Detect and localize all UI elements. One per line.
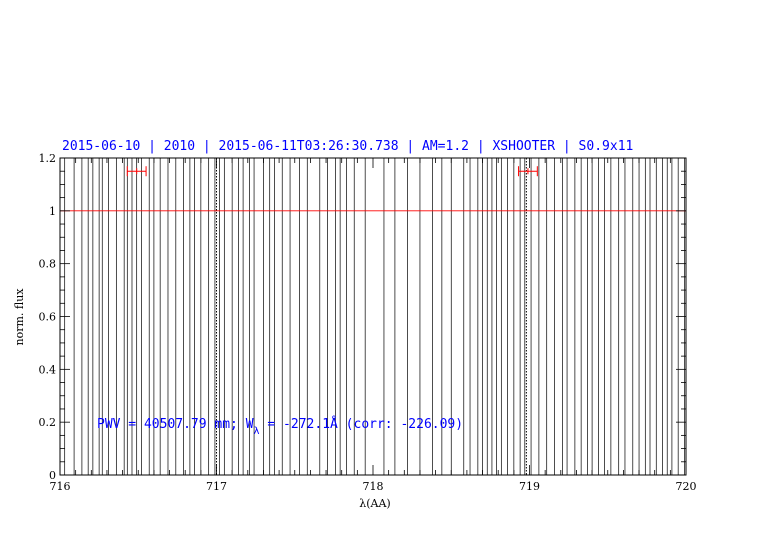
error-bars [126, 166, 538, 177]
pwv-annotation: PWV = 40507.79 mm; Wλ = -272.1Å (corr: -… [97, 416, 463, 437]
y-tick-label: 0 [49, 469, 56, 482]
x-tick-label: 717 [206, 480, 227, 493]
y-tick-label: 1 [49, 205, 56, 218]
annotation-subscript: λ [254, 426, 260, 437]
y-tick-label: 0.2 [39, 416, 57, 429]
y-tick-label: 0.8 [39, 258, 57, 271]
chart-title: 2015-06-10 | 2010 | 2015-06-11T03:26:30.… [62, 139, 633, 154]
x-tick-label: 718 [363, 480, 384, 493]
x-tick-label: 716 [50, 480, 71, 493]
error-bar [518, 166, 538, 177]
x-tick-label: 720 [676, 480, 697, 493]
y-tick-label: 0.4 [39, 363, 57, 376]
y-tick-label: 0.6 [39, 311, 57, 324]
y-tick-label: 1.2 [39, 152, 57, 165]
marker-lines [216, 158, 527, 475]
y-axis-label: norm. flux [13, 288, 26, 346]
error-bar [126, 166, 147, 177]
annotation-post: = -272.1Å (corr: -226.09) [260, 416, 464, 432]
x-axis-label: λ(AA) [359, 497, 390, 510]
x-tick-label: 719 [519, 480, 540, 493]
annotation-pre: PWV = 40507.79 mm; W [97, 417, 254, 432]
y-axis-ticks: 0 0.2 0.4 0.6 0.8 1 1.2 [39, 152, 686, 482]
x-axis-ticks: 716 717 718 719 720 [50, 158, 697, 493]
